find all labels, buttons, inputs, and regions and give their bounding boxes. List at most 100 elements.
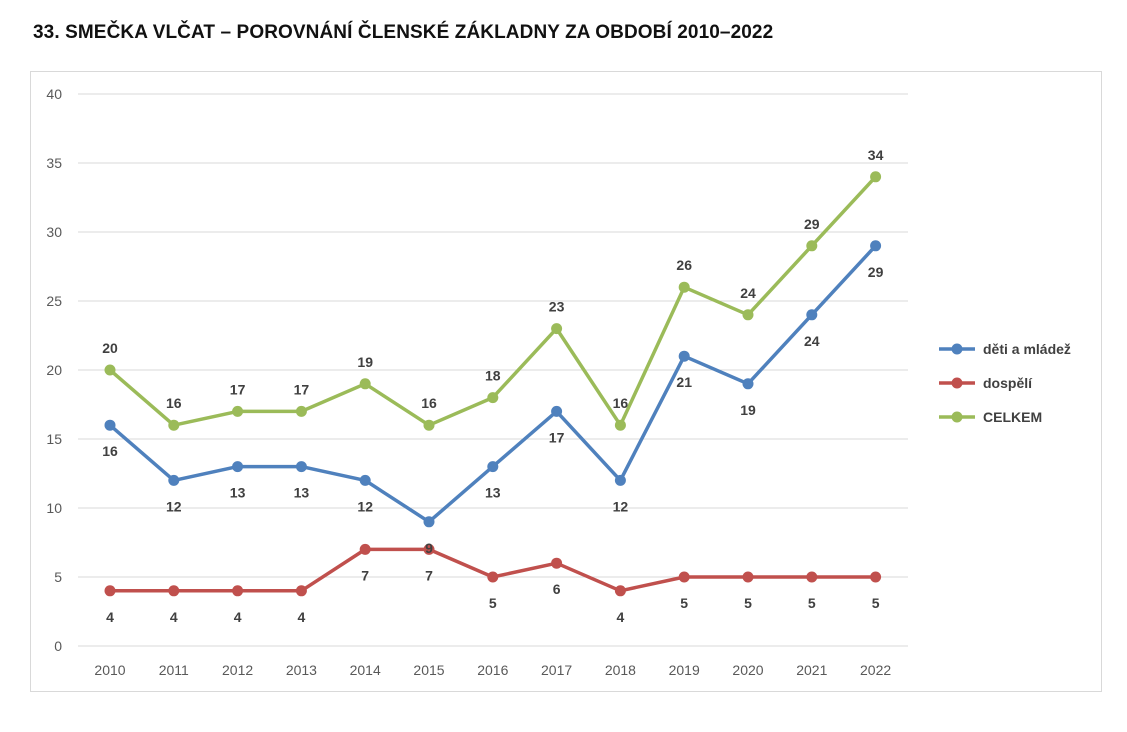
data-point (806, 240, 818, 252)
data-label: 29 (804, 216, 820, 232)
data-label: 5 (680, 595, 688, 611)
data-label: 29 (868, 264, 884, 280)
data-point (551, 557, 563, 569)
x-tick-label: 2012 (222, 662, 253, 678)
data-point (678, 350, 690, 362)
data-label: 13 (294, 485, 310, 501)
data-point (806, 571, 818, 583)
data-label: 17 (294, 381, 310, 397)
data-label: 9 (425, 540, 433, 556)
data-point (295, 405, 307, 417)
legend-label: dospělí (983, 375, 1033, 391)
data-label: 18 (485, 368, 501, 384)
x-tick-label: 2017 (541, 662, 572, 678)
data-point (870, 171, 882, 183)
data-label: 19 (357, 354, 373, 370)
data-label: 7 (425, 567, 433, 583)
data-point (614, 419, 626, 431)
data-label: 21 (676, 374, 692, 390)
data-point (614, 474, 626, 486)
y-tick-label: 35 (46, 155, 62, 171)
data-label: 5 (489, 595, 497, 611)
data-label: 4 (170, 609, 178, 625)
data-point (742, 571, 754, 583)
x-tick-label: 2015 (413, 662, 444, 678)
data-point (678, 281, 690, 293)
data-point (742, 378, 754, 390)
data-point (678, 571, 690, 583)
data-label: 5 (808, 595, 816, 611)
data-label: 17 (230, 381, 246, 397)
data-point (806, 309, 818, 321)
data-point (742, 309, 754, 321)
data-label: 17 (549, 429, 565, 445)
series-line (108, 547, 878, 593)
legend-marker (951, 343, 963, 355)
data-point (359, 543, 371, 555)
y-tick-label: 30 (46, 224, 62, 240)
x-tick-label: 2018 (605, 662, 636, 678)
data-point (487, 571, 499, 583)
y-tick-label: 15 (46, 431, 62, 447)
data-point (168, 474, 180, 486)
x-tick-label: 2020 (732, 662, 763, 678)
data-label: 7 (361, 567, 369, 583)
y-tick-label: 10 (46, 500, 62, 516)
data-point (551, 323, 563, 335)
page-title: 33. SMEČKA VLČAT – POROVNÁNÍ ČLENSKÉ ZÁK… (33, 22, 774, 43)
y-axis-ticks: 0 5 10 15 20 25 30 35 40 (46, 86, 62, 654)
data-label: 13 (485, 485, 501, 501)
data-labels: 16 12 13 13 12 9 13 17 12 21 19 24 29 4 4 4 4 7 7 5 6 4 5 5 5 5 20… (102, 147, 883, 625)
data-label: 16 (102, 443, 118, 459)
data-label: 24 (740, 285, 756, 301)
data-label: 16 (613, 395, 629, 411)
data-point (870, 240, 882, 252)
data-point (232, 461, 244, 473)
y-tick-label: 0 (54, 638, 62, 654)
data-label: 19 (740, 402, 756, 418)
data-label: 13 (230, 485, 246, 501)
data-point (232, 405, 244, 417)
y-tick-label: 25 (46, 293, 62, 309)
y-tick-label: 20 (46, 362, 62, 378)
series-line (108, 244, 878, 524)
data-label: 23 (549, 299, 565, 315)
x-axis-ticks: 2010 2011 2012 2013 2014 2015 2016 2017 2018 2019… (94, 662, 891, 678)
x-tick-label: 2016 (477, 662, 508, 678)
x-tick-label: 2013 (286, 662, 317, 678)
series-points (104, 171, 882, 597)
legend-marker (951, 377, 963, 389)
chart-frame (30, 71, 1102, 692)
y-tick-label: 40 (46, 86, 62, 102)
x-tick-label: 2014 (350, 662, 381, 678)
data-label: 6 (553, 581, 561, 597)
data-point (423, 543, 435, 555)
data-label: 5 (744, 595, 752, 611)
data-point (168, 419, 180, 431)
legend-marker (951, 411, 963, 423)
x-tick-label: 2010 (94, 662, 125, 678)
x-tick-label: 2022 (860, 662, 891, 678)
data-label: 26 (676, 257, 692, 273)
data-point (104, 585, 116, 597)
legend-label: děti a mládež (983, 341, 1071, 357)
data-label: 4 (234, 609, 242, 625)
y-tick-label: 5 (54, 569, 62, 585)
data-point (551, 405, 563, 417)
data-label: 16 (421, 395, 437, 411)
data-point (870, 571, 882, 583)
data-label: 34 (868, 147, 884, 163)
data-point (168, 585, 180, 597)
data-label: 12 (166, 498, 182, 514)
data-label: 24 (804, 333, 820, 349)
data-label: 12 (613, 498, 629, 514)
data-point (423, 419, 435, 431)
data-label: 4 (106, 609, 114, 625)
data-label: 20 (102, 340, 118, 356)
data-point (104, 364, 116, 376)
legend-label: CELKEM (983, 409, 1042, 425)
data-point (295, 461, 307, 473)
data-point (487, 392, 499, 404)
data-label: 4 (298, 609, 306, 625)
